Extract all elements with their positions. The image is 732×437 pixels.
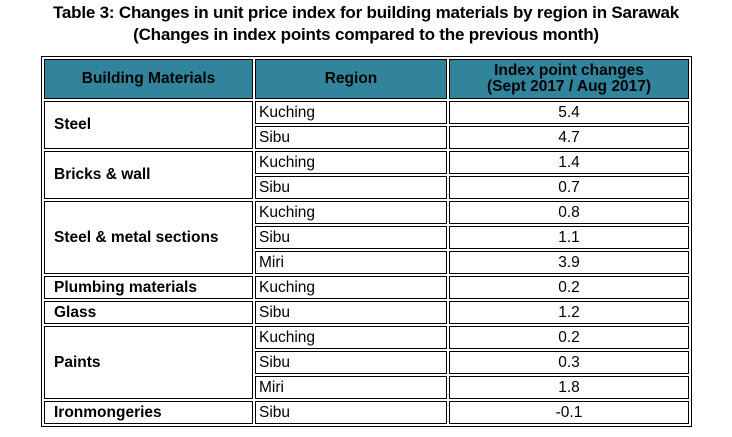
table-row: Steel Kuching 5.4 [44, 101, 689, 149]
table-row: Miri 3.9 [44, 251, 689, 274]
price-index-table: Building Materials Region Index point ch… [41, 56, 692, 427]
region-cell: Sibu [255, 126, 447, 149]
value-cell: -0.1 [449, 401, 689, 424]
value-cell: 1.1 [449, 226, 689, 249]
material-cell: Bricks & wall [44, 151, 253, 199]
value-cell: 0.3 [449, 351, 689, 374]
table-row: Miri 1.8 [44, 376, 689, 399]
table-row: Sibu 4.7 [44, 126, 689, 149]
table-row: Sibu 1.1 [44, 226, 689, 249]
region-cell: Kuching [255, 201, 447, 224]
region-cell: Kuching [255, 276, 447, 299]
table-row: Ironmongeries Sibu -0.1 [44, 401, 689, 424]
region-cell: Kuching [255, 101, 447, 124]
header-index-line1: Index point changes [494, 62, 644, 79]
region-cell: Sibu [255, 176, 447, 199]
value-cell: 4.7 [449, 126, 689, 149]
table-row: Paints Kuching 0.2 [44, 326, 689, 399]
material-cell: Paints [44, 326, 253, 399]
region-cell: Miri [255, 376, 447, 399]
table-subtitle: (Changes in index points compared to the… [133, 25, 599, 44]
value-cell: 0.2 [449, 276, 689, 299]
table-row: Steel & metal sections Kuching 0.8 [44, 201, 689, 274]
table-row: Sibu 0.3 [44, 351, 689, 374]
value-cell: 0.8 [449, 201, 689, 224]
header-building-materials: Building Materials [44, 59, 253, 99]
region-cell: Sibu [255, 401, 447, 424]
header-index-line2: (Sept 2017 / Aug 2017) [487, 78, 651, 95]
table-row: Bricks & wall Kuching 1.4 [44, 151, 689, 199]
region-cell: Miri [255, 251, 447, 274]
header-index-point-changes: Index point changes (Sept 2017 / Aug 201… [449, 59, 689, 99]
value-cell: 0.7 [449, 176, 689, 199]
value-cell: 3.9 [449, 251, 689, 274]
region-cell: Kuching [255, 151, 447, 174]
material-cell: Glass [44, 301, 253, 324]
table-row: Glass Sibu 1.2 [44, 301, 689, 324]
table-row: Plumbing materials Kuching 0.2 [44, 276, 689, 299]
region-cell: Sibu [255, 351, 447, 374]
header-region: Region [255, 59, 447, 99]
material-cell: Ironmongeries [44, 401, 253, 424]
value-cell: 1.4 [449, 151, 689, 174]
region-cell: Sibu [255, 226, 447, 249]
value-cell: 5.4 [449, 101, 689, 124]
material-cell: Steel & metal sections [44, 201, 253, 274]
value-cell: 1.8 [449, 376, 689, 399]
region-cell: Sibu [255, 301, 447, 324]
value-cell: 0.2 [449, 326, 689, 349]
header-row: Building Materials Region Index point ch… [44, 59, 689, 99]
material-cell: Steel [44, 101, 253, 149]
material-cell: Plumbing materials [44, 276, 253, 299]
table-row: Sibu 0.7 [44, 176, 689, 199]
region-cell: Kuching [255, 326, 447, 349]
table-title: Table 3: Changes in unit price index for… [52, 3, 680, 22]
value-cell: 1.2 [449, 301, 689, 324]
